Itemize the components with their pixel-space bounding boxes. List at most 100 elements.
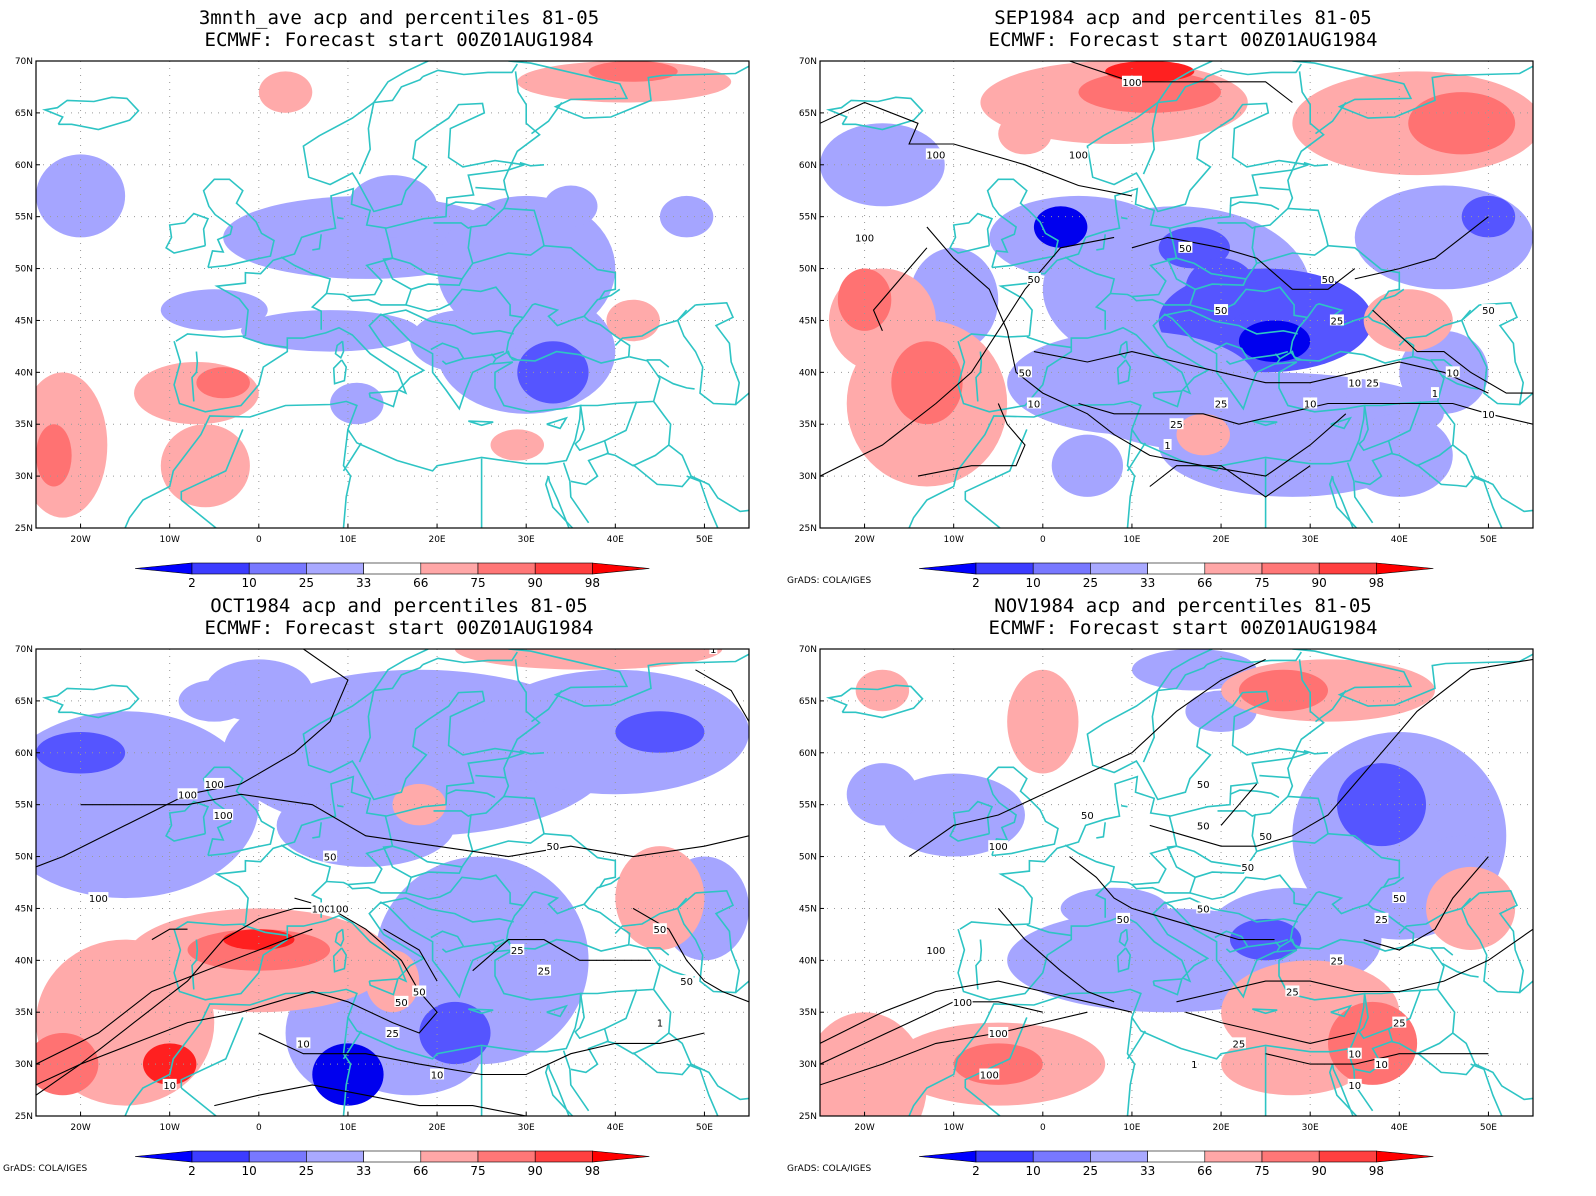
title-line-2: ECMWF: Forecast start 00Z01AUG1984 — [988, 29, 1378, 51]
contour-line — [1149, 465, 1311, 498]
contour-label: 50 — [1197, 821, 1210, 832]
colorbar-arrow-high — [1376, 1150, 1434, 1163]
contour-line — [36, 649, 349, 868]
colorbar-label: 98 — [1369, 1164, 1384, 1178]
lon-tick-label: 20W — [854, 1123, 874, 1133]
anomaly-shading — [419, 1001, 491, 1065]
contour-label: 100 — [953, 998, 972, 1009]
contour-label: 100 — [926, 150, 945, 161]
colorbar-segment — [1032, 562, 1091, 575]
lat-tick-label: 25N — [15, 1112, 33, 1122]
lon-tick-label: 40E — [1391, 1123, 1408, 1133]
colorbar-segment — [191, 1150, 250, 1163]
percentile-contours: 100 100 100 100 100 50 50 50 50 50 50 50 50 25 25 25 25 2… — [820, 658, 1533, 1092]
map-area: 100 100 100 100 100 50 50 50 50 50 50 50 50 25 25 25 25 2… — [820, 649, 1533, 1116]
lon-tick-label: 0 — [1040, 535, 1046, 545]
contour-label: 50 — [654, 925, 667, 936]
anomaly-shading — [1105, 61, 1195, 82]
contour-line — [36, 907, 348, 1096]
contour-label: 100 — [89, 894, 108, 905]
colorbar-segment — [420, 1150, 479, 1163]
colorbar-segment — [363, 1150, 422, 1163]
contour-label: 50 — [1259, 832, 1272, 843]
contour-label: 10 — [1446, 368, 1459, 379]
lat-tick-label: 30N — [799, 1060, 817, 1070]
lon-tick-label: 20E — [1212, 1123, 1229, 1133]
colorbar-segment — [534, 1150, 593, 1163]
lat-tick-label: 45N — [15, 904, 33, 914]
lat-tick-label: 70N — [799, 57, 817, 67]
lon-tick-label: 50E — [1480, 535, 1497, 545]
contour-label: 100 — [178, 790, 197, 801]
lat-tick-label: 40N — [799, 956, 817, 966]
lon-tick-label: 20E — [1212, 535, 1229, 545]
contour-label: 10 — [1348, 1081, 1361, 1092]
contour-label: 50 — [1241, 863, 1254, 874]
colorbar-label: 75 — [470, 1164, 485, 1178]
lon-tick-label: 10E — [1123, 1123, 1140, 1133]
title-line-2: ECMWF: Forecast start 00Z01AUG1984 — [204, 617, 594, 639]
anomaly-shading — [1408, 92, 1516, 155]
colorbar-label: 33 — [356, 1164, 371, 1178]
contour-line — [36, 928, 313, 1065]
contour-line — [1185, 1011, 1355, 1044]
contour-line — [1149, 658, 1533, 847]
anomaly-shading — [160, 289, 268, 331]
anomaly-shading — [891, 341, 963, 425]
anomaly-shading — [178, 680, 250, 722]
colorbar-segment — [1090, 1150, 1148, 1163]
lat-lon-grid — [36, 649, 749, 1116]
contour-label: 25 — [511, 946, 524, 957]
contour-line — [997, 908, 1115, 1003]
map-figure: 1001001001001001005050505050502525251010… — [15, 645, 750, 1178]
anomaly-shading — [490, 429, 545, 461]
anomaly-shading — [223, 195, 509, 279]
contour-label: 1 — [657, 1019, 663, 1030]
contour-label: 50 — [680, 977, 693, 988]
anomaly-shading — [1176, 413, 1230, 456]
contour-label: 50 — [1081, 811, 1094, 822]
lon-tick-label: 10W — [160, 535, 180, 545]
lat-tick-label: 35N — [799, 420, 817, 430]
contour-label: 50 — [1179, 244, 1192, 255]
anomaly-shading — [410, 877, 553, 940]
lat-tick-label: 25N — [799, 1112, 817, 1122]
contour-line — [820, 101, 1133, 197]
map-figure: 70N 65N 60N 55N 50N 45N 40N 35N 30N 25N 20W 10W 0 10E… — [15, 57, 750, 590]
colorbar-label: 75 — [1254, 576, 1269, 590]
colorbar-label: 25 — [1083, 1164, 1098, 1178]
anomaly-shading — [1185, 258, 1257, 321]
contour-label: 10 — [163, 1081, 176, 1092]
contour-label: 1 — [1432, 389, 1438, 400]
anomaly-shading — [1238, 669, 1329, 712]
contour-label: 50 — [1197, 780, 1210, 791]
contour-line — [908, 658, 1266, 858]
colorbar-label: 75 — [470, 576, 485, 590]
lat-tick-label: 35N — [799, 1008, 817, 1018]
contour-label: 50 — [1197, 904, 1210, 915]
contour-label: 10 — [1348, 1050, 1361, 1061]
colorbar-segment — [1318, 562, 1377, 575]
anomaly-shading — [1328, 1001, 1418, 1085]
colorbar-segment — [1147, 1150, 1206, 1163]
contour-label: 25 — [1170, 420, 1183, 431]
anomaly-shading — [392, 783, 446, 826]
grads-credit: GrADS: COLA/IGES — [3, 1164, 88, 1174]
anomaly-shading — [410, 310, 518, 373]
colorbar-label: 25 — [299, 1164, 314, 1178]
lat-tick-label: 45N — [799, 316, 817, 326]
anomaly-shading — [659, 195, 714, 238]
panel-sep1984: 100 100 100 100 50 50 50 50 50 50 25 25 25 25 10 10 10 10… — [784, 0, 1582, 598]
anomaly-shading — [615, 711, 705, 753]
anomaly-shading — [1354, 185, 1533, 290]
coastlines — [41, 649, 749, 1116]
lat-tick-label: 55N — [15, 213, 33, 223]
contour-label: 10 — [1304, 399, 1317, 410]
colorbar-segment — [306, 1150, 364, 1163]
colorbar-label: 33 — [1140, 1164, 1155, 1178]
contour-label: 50 — [1215, 306, 1228, 317]
coastlines — [825, 61, 1533, 528]
anomaly-shading — [820, 1012, 927, 1116]
colorbar: 2 10 25 33 66 75 90 98 — [918, 1150, 1434, 1178]
lat-tick-label: 55N — [15, 801, 33, 811]
